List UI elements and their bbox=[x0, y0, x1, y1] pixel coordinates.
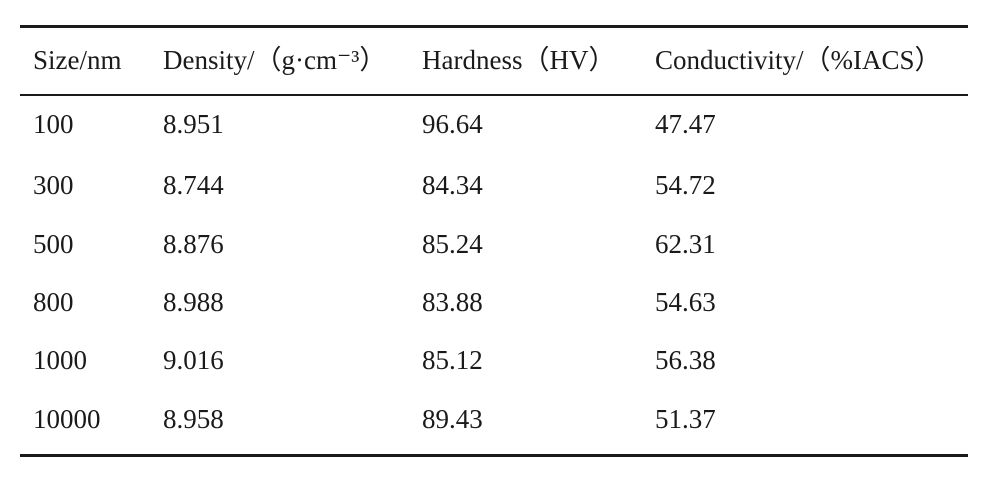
header-cell: Conductivity/（%IACS） bbox=[655, 45, 942, 75]
table-cell: 83.88 bbox=[422, 287, 483, 317]
header-cell: Hardness（HV） bbox=[422, 45, 615, 75]
table-cell: 8.951 bbox=[163, 109, 224, 139]
table-cell: 8.744 bbox=[163, 170, 224, 200]
top-rule bbox=[20, 25, 968, 28]
table-cell: 54.63 bbox=[655, 287, 716, 317]
table-cell: 8.988 bbox=[163, 287, 224, 317]
bottom-rule bbox=[20, 454, 968, 457]
table-cell: 54.72 bbox=[655, 170, 716, 200]
table-cell: 100 bbox=[33, 109, 74, 139]
header-rule bbox=[20, 94, 968, 96]
table-cell: 47.47 bbox=[655, 109, 716, 139]
table-cell: 84.34 bbox=[422, 170, 483, 200]
header-cell: Size/nm bbox=[33, 45, 122, 75]
table-cell: 800 bbox=[33, 287, 74, 317]
table-cell: 89.43 bbox=[422, 404, 483, 434]
table-cell: 85.12 bbox=[422, 345, 483, 375]
table-cell: 8.958 bbox=[163, 404, 224, 434]
table-cell: 500 bbox=[33, 229, 74, 259]
table-cell: 10000 bbox=[33, 404, 101, 434]
table-cell: 62.31 bbox=[655, 229, 716, 259]
table-cell: 300 bbox=[33, 170, 74, 200]
table-cell: 56.38 bbox=[655, 345, 716, 375]
table-cell: 51.37 bbox=[655, 404, 716, 434]
header-cell: Density/（g·cm⁻³） bbox=[163, 45, 386, 75]
table-cell: 8.876 bbox=[163, 229, 224, 259]
table-cell: 85.24 bbox=[422, 229, 483, 259]
table-cell: 9.016 bbox=[163, 345, 224, 375]
table-cell: 96.64 bbox=[422, 109, 483, 139]
table-cell: 1000 bbox=[33, 345, 87, 375]
